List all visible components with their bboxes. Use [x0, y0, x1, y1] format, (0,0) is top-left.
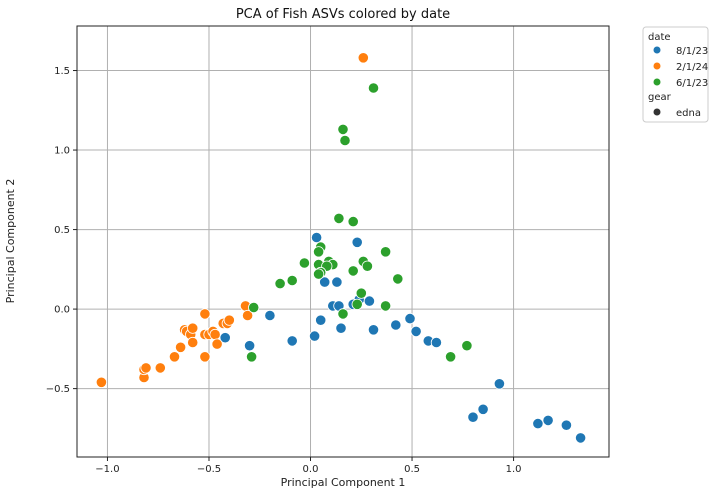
- data-point: [223, 314, 235, 326]
- data-point: [357, 52, 369, 64]
- data-point: [542, 414, 554, 426]
- x-tick-label: 0.5: [404, 464, 420, 475]
- x-axis-ticks: −1.0 −0.5 0.0 0.5 1.0: [95, 457, 522, 475]
- legend: date 8/1/23 2/1/24 6/1/23 gear edna: [642, 26, 709, 123]
- data-point: [337, 123, 349, 135]
- legend-marker: [653, 46, 661, 54]
- legend-series-entries: 8/1/23 2/1/24 6/1/23: [653, 46, 708, 89]
- data-point: [493, 378, 505, 390]
- data-point: [308, 330, 321, 342]
- data-point: [477, 403, 489, 415]
- data-point: [187, 336, 199, 349]
- y-tick-label: 1.0: [54, 146, 70, 157]
- data-point: [264, 309, 276, 322]
- data-point: [187, 322, 199, 334]
- legend-hue-title: date: [648, 32, 671, 43]
- data-point: [199, 351, 211, 363]
- data-point: [315, 314, 327, 326]
- data-point: [339, 134, 351, 147]
- chart-title: PCA of Fish ASVs colored by date: [236, 7, 450, 22]
- data-points: [95, 52, 587, 444]
- data-point: [244, 340, 256, 352]
- data-point: [209, 328, 221, 341]
- data-point: [461, 340, 473, 352]
- data-point: [560, 419, 573, 431]
- y-axis-label: Principal Component 2: [4, 179, 17, 304]
- data-point: [390, 319, 402, 331]
- x-tick-label: 1.0: [506, 464, 522, 475]
- y-tick-label: 1.5: [54, 66, 70, 77]
- data-point: [246, 351, 258, 363]
- data-point: [319, 276, 331, 288]
- data-point: [286, 335, 298, 347]
- legend-label: 8/1/23: [676, 46, 708, 57]
- grid: [77, 26, 609, 457]
- y-tick-label: 0.5: [54, 225, 70, 236]
- data-point: [404, 312, 416, 325]
- data-point: [333, 212, 345, 224]
- data-point: [219, 332, 231, 344]
- y-tick-label: 0.0: [54, 305, 70, 316]
- data-point: [363, 295, 375, 307]
- legend-marker-edna: [653, 108, 661, 116]
- data-point: [444, 351, 457, 363]
- data-point: [199, 308, 211, 320]
- data-point: [367, 82, 380, 94]
- legend-label: 6/1/23: [676, 78, 708, 89]
- x-tick-label: 0.0: [303, 464, 319, 475]
- data-point: [337, 308, 349, 320]
- data-point: [355, 287, 367, 299]
- legend-style-title: gear: [648, 92, 672, 103]
- data-point: [274, 277, 286, 290]
- data-point: [175, 341, 187, 353]
- legend-label-edna: edna: [676, 108, 701, 119]
- data-point: [211, 338, 223, 350]
- data-point: [168, 351, 181, 363]
- data-point: [367, 324, 380, 336]
- legend-marker: [653, 62, 661, 70]
- y-tick-label: −0.5: [46, 384, 70, 395]
- data-point: [392, 273, 404, 285]
- data-point: [574, 432, 587, 444]
- data-point: [312, 268, 325, 280]
- data-point: [154, 362, 166, 374]
- x-tick-label: −0.5: [197, 464, 221, 475]
- data-point: [379, 246, 392, 258]
- data-point: [140, 362, 152, 374]
- data-point: [467, 411, 479, 423]
- data-point: [379, 300, 392, 312]
- plot-frame: [76, 25, 610, 458]
- legend-label: 2/1/24: [676, 62, 708, 73]
- data-point: [335, 322, 347, 334]
- data-point: [410, 325, 422, 337]
- data-point: [312, 246, 325, 258]
- data-point: [310, 231, 323, 244]
- data-point: [361, 260, 373, 272]
- data-point: [351, 298, 363, 310]
- data-point: [347, 216, 359, 228]
- y-axis-ticks: −0.5 0.0 0.5 1.0 1.5: [46, 66, 77, 395]
- data-point: [242, 309, 254, 322]
- data-point: [331, 276, 343, 288]
- x-tick-label: −1.0: [95, 464, 119, 475]
- legend-marker: [653, 78, 661, 86]
- data-point: [532, 417, 544, 430]
- data-point: [286, 274, 298, 287]
- data-point: [430, 336, 442, 349]
- data-point: [95, 376, 108, 388]
- data-point: [347, 265, 359, 277]
- data-point: [351, 236, 363, 248]
- data-point: [298, 257, 310, 269]
- x-axis-label: Principal Component 1: [281, 476, 406, 489]
- data-point: [248, 301, 260, 314]
